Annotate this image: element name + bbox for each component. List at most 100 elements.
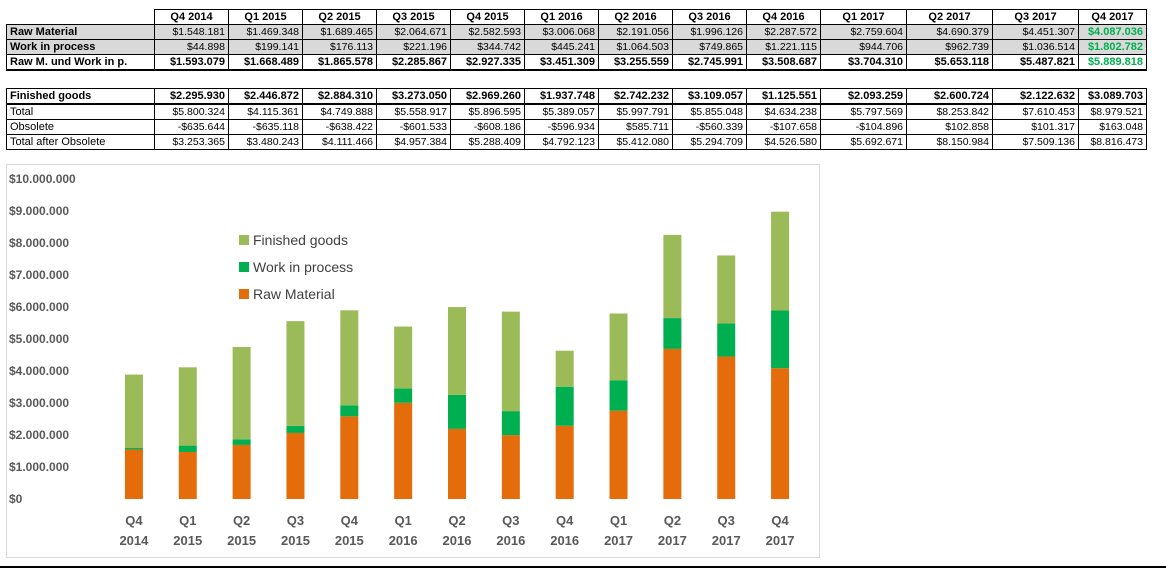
table-cell: $3.273.050 [376, 88, 451, 105]
bar-segment [340, 416, 359, 499]
bar-segment [394, 402, 413, 499]
table-cell: $5.294.709 [672, 134, 747, 150]
bar-segment [555, 350, 574, 387]
x-tick-label: Q3 [287, 513, 304, 528]
table-cell: $749.865 [672, 39, 747, 55]
y-tick-label: $5.000.000 [9, 332, 69, 346]
column-header: Q1 2017 [820, 9, 907, 25]
table-cell: $5.855.048 [672, 103, 747, 120]
bar-segment [663, 234, 682, 319]
table-cell: $5.487.821 [992, 54, 1079, 71]
bar-segment [663, 348, 682, 499]
x-tick-label: 2014 [119, 533, 149, 548]
header-corner [7, 10, 155, 25]
column-header: Q4 2014 [154, 9, 229, 25]
bar-segment [501, 411, 520, 436]
bar-segment [232, 439, 251, 445]
bar-segment [124, 449, 143, 499]
x-tick-label: Q4 [771, 513, 789, 528]
table-cell: $2.969.260 [450, 88, 525, 105]
table-cell: $344.742 [450, 39, 525, 55]
table-cell: $3.253.365 [154, 134, 229, 150]
row-label: Obsolete [6, 119, 155, 135]
x-tick-label: 2017 [604, 533, 633, 548]
x-tick-label: 2015 [281, 533, 310, 548]
table-cell: $2.285.867 [376, 54, 451, 71]
x-tick-label: Q3 [502, 513, 519, 528]
table-header-row: Q4 2014 Q1 2015 Q2 2015 Q3 2015 Q4 2015 Q1 20… [7, 9, 1147, 25]
row-label: Raw Material [6, 24, 155, 40]
table-cell: $5.653.118 [906, 54, 993, 71]
table-cell: $1.221.115 [746, 39, 821, 55]
table-cell: $176.113 [302, 39, 377, 55]
bar-segment [771, 211, 790, 311]
row-label: Total [6, 103, 155, 120]
table-cell: $3.255.559 [598, 54, 673, 71]
bar-segment [663, 318, 682, 349]
x-tick-label: 2015 [335, 533, 364, 548]
table-cell: $445.241 [524, 39, 599, 55]
bar-segment [340, 310, 359, 406]
table-cell: $4.111.466 [302, 134, 377, 150]
table-cell: $1.125.551 [746, 88, 821, 105]
bar-segment [232, 347, 251, 440]
table-cell: $2.759.604 [820, 24, 907, 40]
column-header: Q3 2016 [672, 9, 747, 25]
table-cell: $3.480.243 [228, 134, 303, 150]
table-cell: $1.802.782 [1078, 39, 1147, 55]
x-tick-label: Q1 [610, 513, 627, 528]
table-cell: -$104.896 [820, 119, 907, 135]
table-row: Work in process $44.898 $199.141 $176.113 $2… [6, 39, 1147, 55]
table-cell: $962.739 [906, 39, 993, 55]
bar-segment [717, 323, 736, 357]
bar-segment [124, 374, 143, 449]
table-cell: $2.295.930 [154, 88, 229, 105]
table-cell: $5.797.569 [820, 103, 907, 120]
bar-segment [394, 388, 413, 403]
table-cell: $8.979.521 [1078, 103, 1147, 120]
bar-segment [501, 435, 520, 499]
y-tick-label: $10.000.000 [9, 172, 76, 186]
y-tick-label: $6.000.000 [9, 300, 69, 314]
bar-segment [448, 307, 466, 395]
x-tick-label: 2017 [712, 533, 741, 548]
chart-canvas: $0 $1.000.000 $2.000.000 $3.000.000 $4.000.0… [9, 172, 795, 548]
table-cell: $8.253.842 [906, 103, 993, 120]
column-header: Q4 2017 [1078, 9, 1147, 25]
bar-segment [717, 255, 736, 324]
y-tick-label: $1.000.000 [9, 460, 69, 474]
x-tick-label: 2016 [550, 533, 579, 548]
bar-segment [178, 445, 197, 452]
table-cell: -$596.934 [524, 119, 599, 135]
table-row: Obsolete -$635.644 -$635.118 -$638.422 -$601… [6, 119, 1147, 135]
bar-segment [286, 432, 305, 499]
bar-segment [178, 367, 197, 446]
y-tick-label: $9.000.000 [9, 204, 69, 218]
row-label: Raw M. und Work in p. [6, 54, 155, 71]
legend-label: Work in process [253, 259, 353, 275]
table-cell: -$635.118 [228, 119, 303, 135]
table-row: Finished goods $2.295.930 $2.446.872 $2.884… [6, 88, 1147, 105]
table-cell: $2.064.671 [376, 24, 451, 40]
table-cell: -$608.186 [450, 119, 525, 135]
table-cell: $4.957.384 [376, 134, 451, 150]
bar-segment [717, 356, 736, 499]
table-cell: $101.317 [992, 119, 1079, 135]
table-cell: $5.896.595 [450, 103, 525, 120]
table-cell: $102.858 [906, 119, 993, 135]
x-tick-label: Q1 [179, 513, 196, 528]
table-cell: $2.745.991 [672, 54, 747, 71]
table-cell: $5.412.080 [598, 134, 673, 150]
table-cell: $5.997.791 [598, 103, 673, 120]
table-cell: $2.287.572 [746, 24, 821, 40]
table-cell: $2.582.593 [450, 24, 525, 40]
bar-segment [124, 448, 143, 450]
bar-segment [232, 444, 251, 499]
table-cell: $5.889.818 [1078, 54, 1147, 71]
bar-segment [555, 425, 574, 499]
bar-segment [178, 451, 197, 499]
table-cell: $4.749.888 [302, 103, 377, 120]
table-cell: $4.634.238 [746, 103, 821, 120]
column-header: Q1 2016 [524, 9, 599, 25]
table-cell: $4.087.036 [1078, 24, 1147, 40]
